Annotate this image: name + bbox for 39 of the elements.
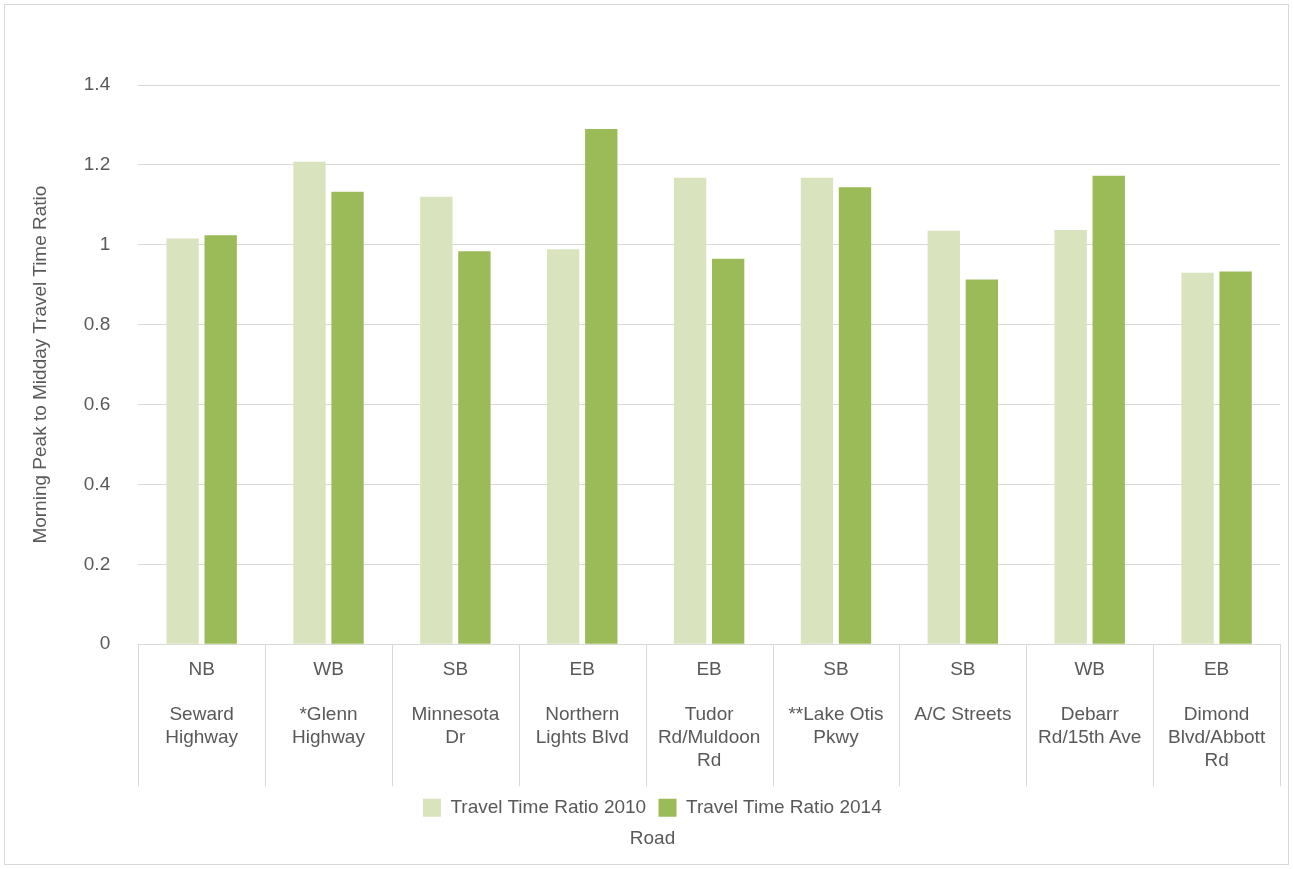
bar [800,177,834,644]
bar [1054,229,1087,644]
legend-label: Travel Time Ratio 2010 [450,795,647,817]
bar [927,230,960,644]
category-label: SB Minnesota Dr [411,657,500,748]
bar [965,279,999,644]
y-tick-label: 0 [99,632,111,654]
bar [166,238,199,644]
bar [458,251,491,644]
bar [838,187,872,644]
bar [673,177,707,644]
legend-label: Travel Time Ratio 2014 [686,795,883,817]
bar [1181,272,1214,644]
bar [547,249,580,644]
y-tick-label: 1.4 [83,73,111,95]
bar [331,191,364,644]
category-label: WB *Glenn Highway [292,657,365,748]
category-label: SB **Lake Otis Pkwy [788,657,884,748]
bar [293,161,326,644]
category-label: WB Debarr Rd/15th Ave [1038,657,1142,748]
bar [204,235,237,644]
bar [1219,271,1252,644]
bar [711,258,745,644]
category-label: EB Northern Lights Blvd [535,657,629,748]
category-label: EB Tudor Rd/Muldoon Rd [657,657,761,771]
y-tick-label: 0.8 [83,312,111,334]
y-tick-label: 0.2 [83,552,111,574]
y-tick-label: 1.2 [83,153,111,175]
bar [1092,175,1125,644]
y-tick-label: 0.4 [83,472,111,494]
category-label: SB A/C Streets [914,657,1012,725]
category-label: EB Dimond Blvd/Abbott Rd [1167,657,1266,771]
text: Road [629,826,676,848]
y-tick-label: 1 [99,233,111,255]
y-tick-label: 0.6 [83,392,111,414]
bar [585,128,618,644]
y-axis-title: Morning Peak to Midday Travel Time Ratio [28,185,50,544]
category-label: NB Seward Highway [165,657,239,748]
bar [420,196,453,644]
